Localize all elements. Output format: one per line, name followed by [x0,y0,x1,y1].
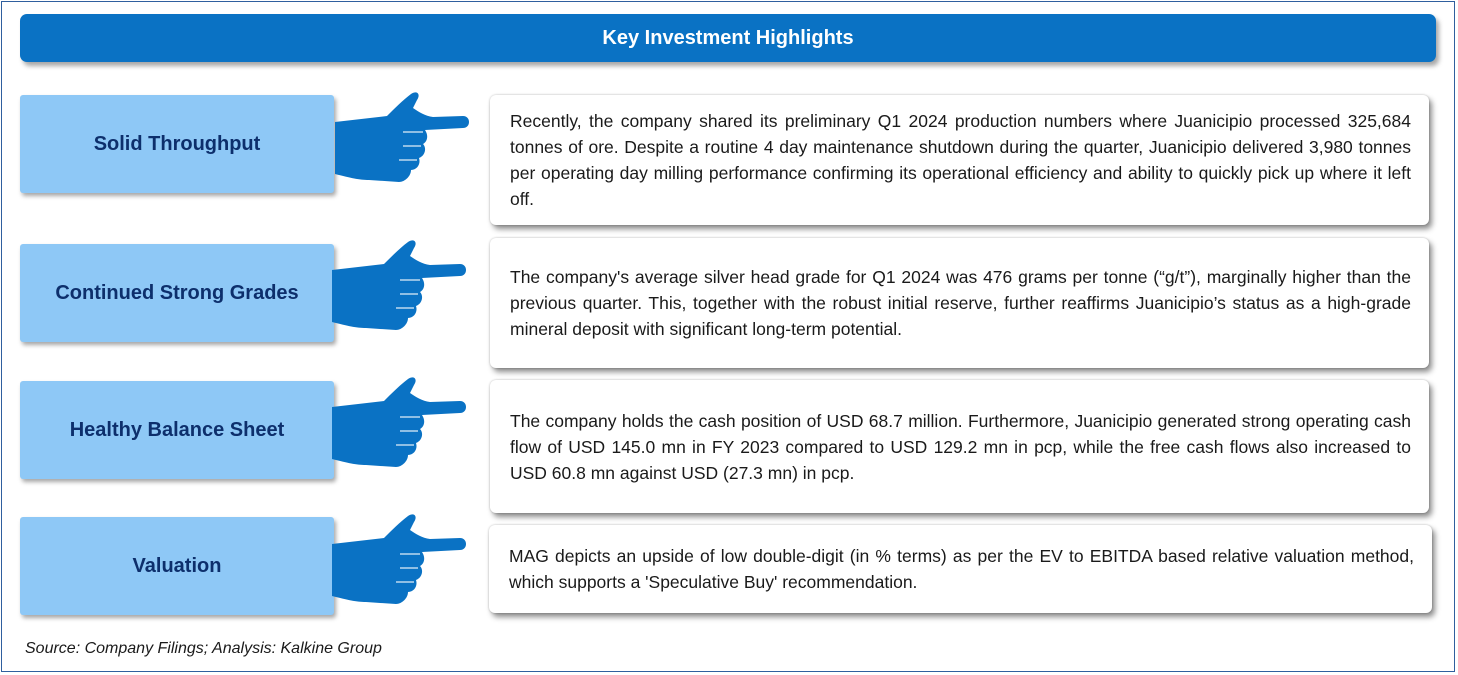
highlight-label-valuation: Valuation [20,517,334,615]
pointing-hand-icon [332,240,466,330]
highlight-text-continued-strong-grades: The company's average silver head grade … [490,238,1429,368]
page-title: Key Investment Highlights [20,14,1436,62]
highlight-paragraph: The company holds the cash position of U… [510,410,1411,483]
pointing-hand-icon [332,377,466,467]
highlight-paragraph: Recently, the company shared its prelimi… [510,111,1411,209]
highlight-paragraph: The company's average silver head grade … [510,267,1411,339]
source-note: Source: Company Filings; Analysis: Kalki… [25,640,382,657]
highlight-label-solid-throughput: Solid Throughput [20,95,334,193]
pointing-hand-icon [335,92,469,182]
highlight-paragraph: MAG depicts an upside of low double-digi… [509,546,1414,592]
highlight-text-solid-throughput: Recently, the company shared its prelimi… [490,95,1429,225]
pointing-hand-icon [332,514,466,604]
highlight-text-valuation: MAG depicts an upside of low double-digi… [489,525,1432,613]
highlight-label-continued-strong-grades: Continued Strong Grades [20,244,334,342]
highlight-text-healthy-balance-sheet: The company holds the cash position of U… [490,380,1429,513]
highlight-label-healthy-balance-sheet: Healthy Balance Sheet [20,381,334,479]
